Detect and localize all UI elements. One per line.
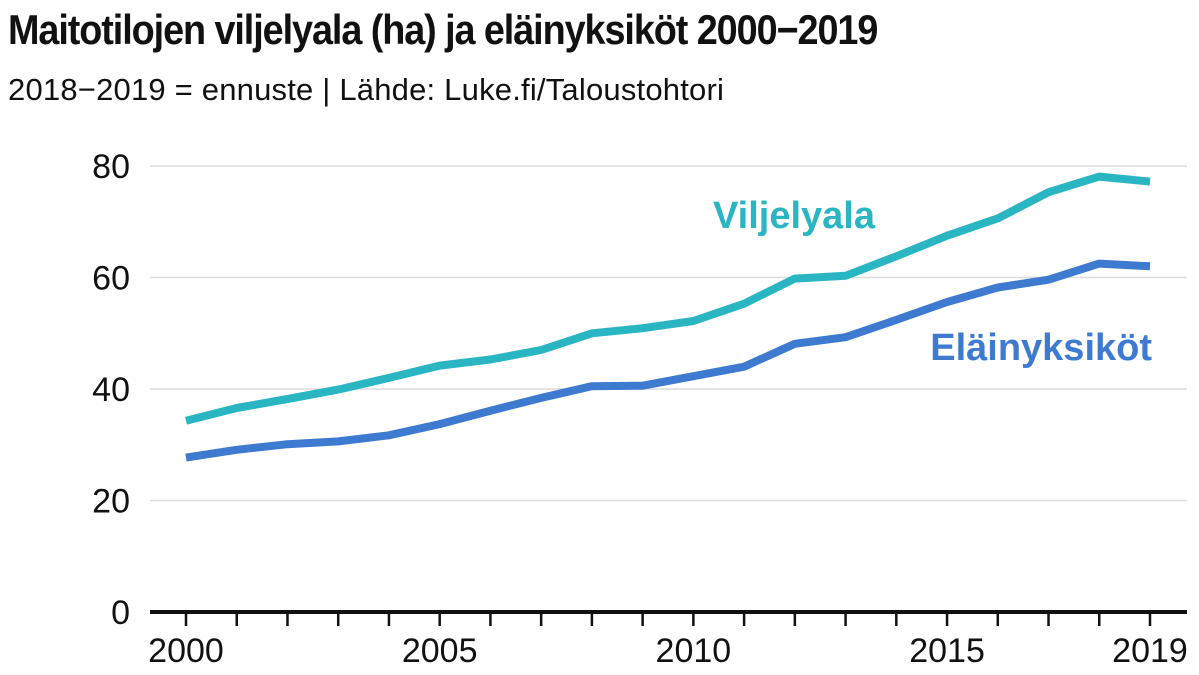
series-line-1 [185,259,1151,462]
x-axis: 2000 2005 2010 2015 2019 [148,610,1188,670]
y-tick-label-20: 20 [92,483,130,521]
x-tick-label-2010: 2010 [656,632,732,670]
series-label-0: Viljelyala [713,195,876,237]
series-lines [185,172,1151,462]
y-tick-label-40: 40 [92,371,130,409]
x-tick-label-2015: 2015 [909,632,985,670]
series-label-1: Eläinyksiköt [930,327,1152,369]
series-labels: Viljelyala Eläinyksiköt [713,195,1152,369]
y-axis: 0 20 40 60 80 [92,148,130,632]
x-tick-label-2000: 2000 [148,632,224,670]
chart-subtitle: 2018−2019 = ennuste | Lähde: Luke.fi/Tal… [8,72,725,107]
series-line-0 [185,172,1151,425]
chart-title: Maitotilojen viljelyala (ha) ja eläinyks… [8,6,878,53]
y-tick-label-0: 0 [111,594,130,632]
gridlines [150,165,1187,502]
y-tick-label-60: 60 [92,260,130,298]
y-tick-label-80: 80 [92,148,130,186]
x-tick-label-2005: 2005 [402,632,478,670]
x-tick-label-2019: 2019 [1112,632,1188,670]
